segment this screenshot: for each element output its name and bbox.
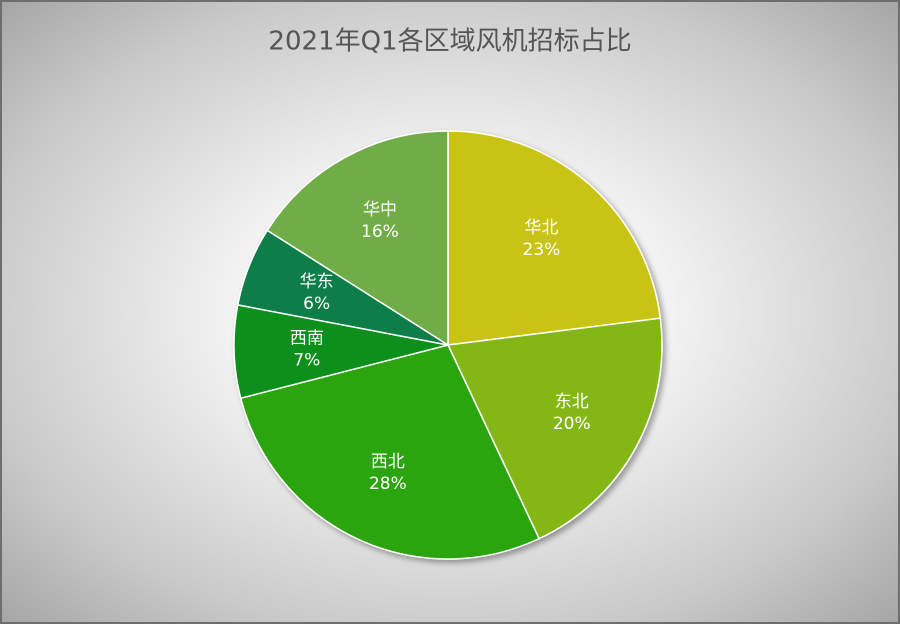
slice-value-label: 16% bbox=[361, 222, 399, 242]
slice-value-label: 20% bbox=[553, 414, 591, 434]
pie-slice bbox=[239, 344, 541, 560]
slice-category-label: 东北 bbox=[555, 392, 589, 412]
slice-value-label: 23% bbox=[523, 240, 561, 260]
pie-slice bbox=[446, 317, 663, 540]
slice-category-label: 华北 bbox=[524, 218, 558, 238]
slice-category-label: 西南 bbox=[290, 328, 324, 348]
slice-category-label: 华东 bbox=[300, 272, 334, 292]
slice-value-label: 6% bbox=[303, 294, 330, 314]
slice-value-label: 7% bbox=[293, 350, 320, 370]
pie-slice bbox=[447, 130, 662, 346]
slice-value-label: 28% bbox=[369, 474, 407, 494]
slice-category-label: 西北 bbox=[371, 452, 405, 472]
slice-category-label: 华中 bbox=[363, 200, 397, 220]
pie-slice bbox=[266, 130, 449, 347]
chart-title: 2021年Q1各区域风机招标占比 bbox=[268, 27, 631, 57]
pie bbox=[233, 130, 663, 560]
